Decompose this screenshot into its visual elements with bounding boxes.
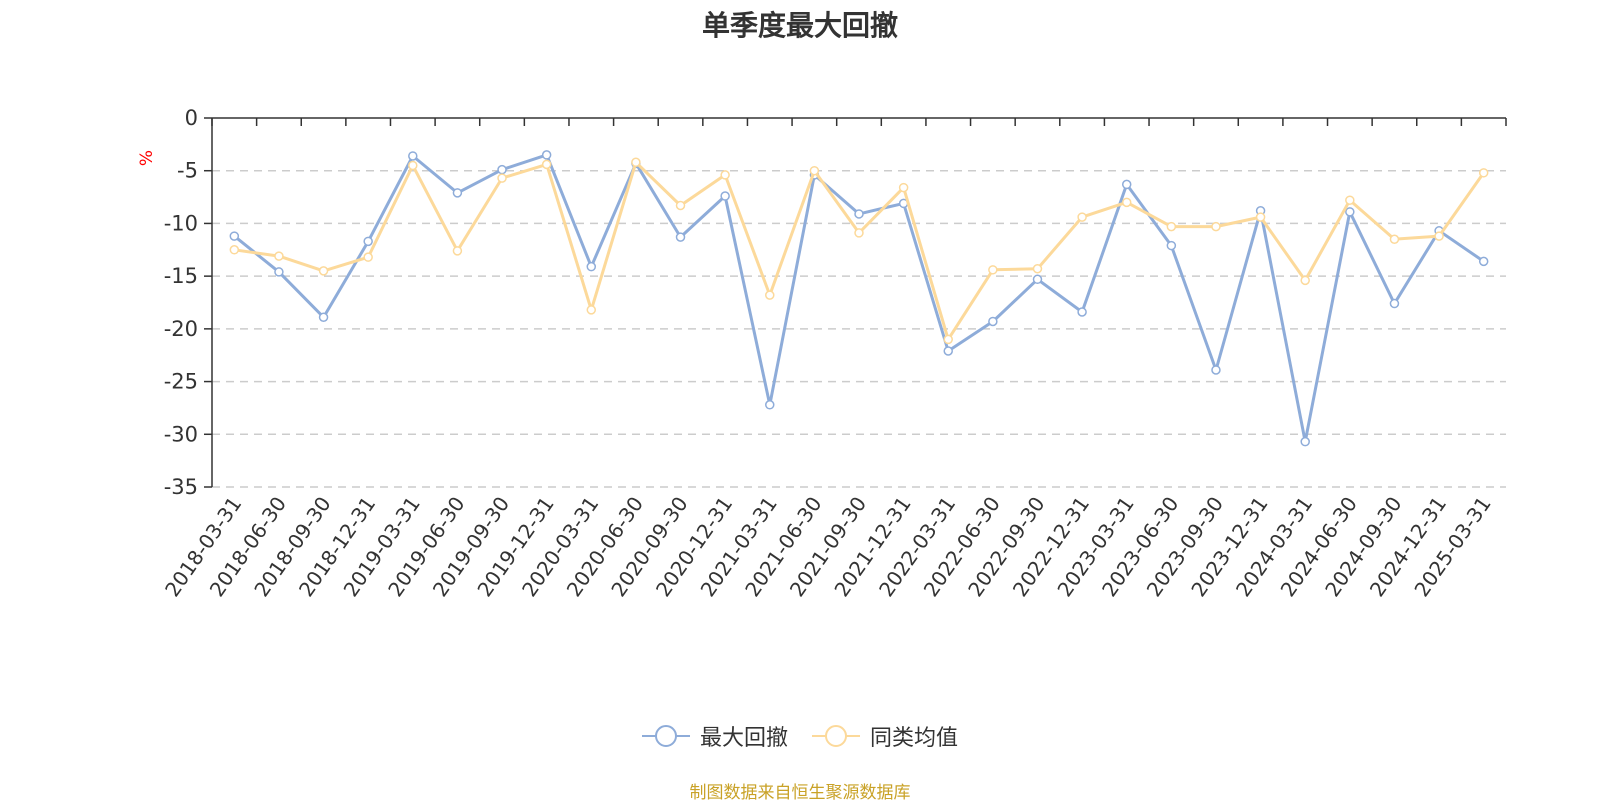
data-point-0 [1211, 365, 1221, 375]
data-point-1 [318, 266, 329, 276]
y-tick-label: -30 [164, 422, 198, 446]
data-point-0 [1389, 298, 1400, 309]
data-point-0 [720, 191, 730, 201]
data-point-1 [408, 160, 418, 171]
data-point-1 [809, 165, 820, 176]
data-point-1 [497, 173, 507, 183]
data-point-1 [586, 305, 597, 315]
data-point-1 [988, 265, 998, 275]
data-point-0 [1077, 307, 1087, 317]
data-point-1 [1434, 231, 1444, 241]
data-point-1 [1478, 168, 1489, 178]
legend-item-category-average[interactable]: 同类均值 [812, 720, 958, 752]
data-point-0 [1032, 274, 1043, 285]
data-point-1 [1032, 264, 1043, 274]
data-point-0 [943, 346, 953, 356]
legend-marker-max-drawdown [641, 725, 690, 747]
data-point-0 [586, 261, 597, 272]
chart-title: 单季度最大回撤 [701, 9, 898, 42]
data-point-1 [675, 200, 686, 211]
y-tick-label: -10 [164, 211, 198, 235]
data-point-1 [1345, 195, 1355, 205]
data-point-1 [720, 170, 730, 180]
data-point-0 [229, 231, 240, 241]
data-point-1 [631, 157, 641, 168]
data-point-1 [229, 245, 240, 255]
series-line-1 [234, 160, 1485, 341]
legend: 最大回撤 同类均值 [0, 720, 1600, 752]
y-axis-label: % [137, 150, 157, 166]
data-point-1 [452, 246, 463, 256]
data-point-0 [318, 312, 329, 323]
data-point-0 [408, 151, 418, 161]
series-line-0 [233, 153, 1485, 444]
legend-marker-category-average [812, 725, 860, 747]
data-point-0 [1166, 240, 1177, 251]
data-point-1 [1255, 212, 1266, 222]
data-point-0 [854, 209, 864, 219]
data-source-note: 制图数据来自恒生聚源数据库 [689, 783, 911, 803]
data-point-0 [497, 164, 507, 175]
data-point-0 [988, 316, 998, 327]
data-point-1 [898, 182, 909, 193]
legend-item-max-drawdown[interactable]: 最大回撤 [641, 720, 788, 752]
y-tick-label: -35 [164, 475, 198, 499]
data-point-0 [1478, 256, 1489, 267]
y-tick-label: -20 [164, 317, 198, 341]
data-point-0 [1345, 207, 1355, 217]
data-point-0 [452, 188, 463, 198]
y-tick-label: -5 [177, 159, 198, 183]
legend-label-category-average: 同类均值 [870, 726, 959, 751]
data-point-1 [274, 251, 284, 261]
line-chart: 0-5-10-15-20-25-30-35%2018-03-312018-06-… [137, 106, 1507, 601]
data-point-0 [1300, 436, 1310, 447]
data-point-1 [1077, 212, 1087, 222]
data-point-1 [1300, 275, 1310, 286]
legend-label-max-drawdown: 最大回撤 [699, 726, 788, 751]
data-point-1 [1121, 197, 1132, 208]
data-point-1 [765, 290, 775, 300]
data-point-1 [854, 228, 864, 238]
data-point-0 [541, 150, 552, 160]
data-point-0 [675, 232, 686, 242]
data-point-0 [274, 267, 284, 277]
data-point-1 [1211, 221, 1221, 232]
data-point-1 [943, 334, 953, 345]
data-point-1 [1166, 221, 1177, 232]
data-point-1 [1389, 234, 1400, 244]
data-point-1 [541, 159, 552, 170]
data-point-1 [363, 252, 373, 262]
y-tick-label: -15 [164, 264, 198, 288]
data-point-0 [363, 236, 373, 247]
y-tick-label: 0 [185, 106, 198, 130]
y-tick-label: -25 [164, 370, 198, 394]
data-point-0 [765, 400, 775, 410]
data-point-0 [1121, 179, 1132, 190]
